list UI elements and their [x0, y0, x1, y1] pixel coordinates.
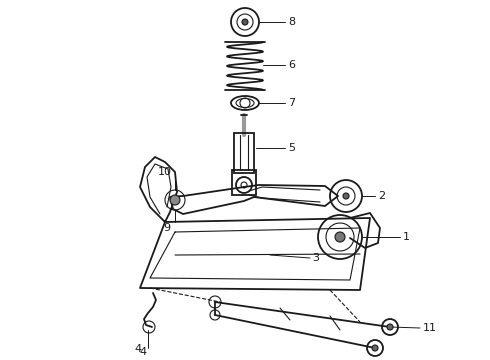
Text: 7: 7	[288, 98, 295, 108]
Text: 6: 6	[288, 60, 295, 70]
Text: 4: 4	[140, 347, 147, 357]
Bar	[232, 170, 256, 195]
Text: 3: 3	[312, 253, 319, 263]
Text: 11: 11	[423, 323, 437, 333]
Text: 4: 4	[134, 344, 142, 354]
Text: 9: 9	[164, 223, 171, 233]
Text: 1: 1	[403, 232, 410, 242]
Circle shape	[242, 19, 248, 25]
Text: 8: 8	[288, 17, 295, 27]
Circle shape	[335, 232, 345, 242]
Circle shape	[387, 324, 393, 330]
Circle shape	[170, 195, 180, 205]
Circle shape	[343, 193, 349, 199]
Bar	[234, 133, 254, 173]
Text: 2: 2	[378, 191, 385, 201]
Circle shape	[372, 345, 378, 351]
Text: 10: 10	[158, 167, 172, 177]
Text: 5: 5	[288, 143, 295, 153]
